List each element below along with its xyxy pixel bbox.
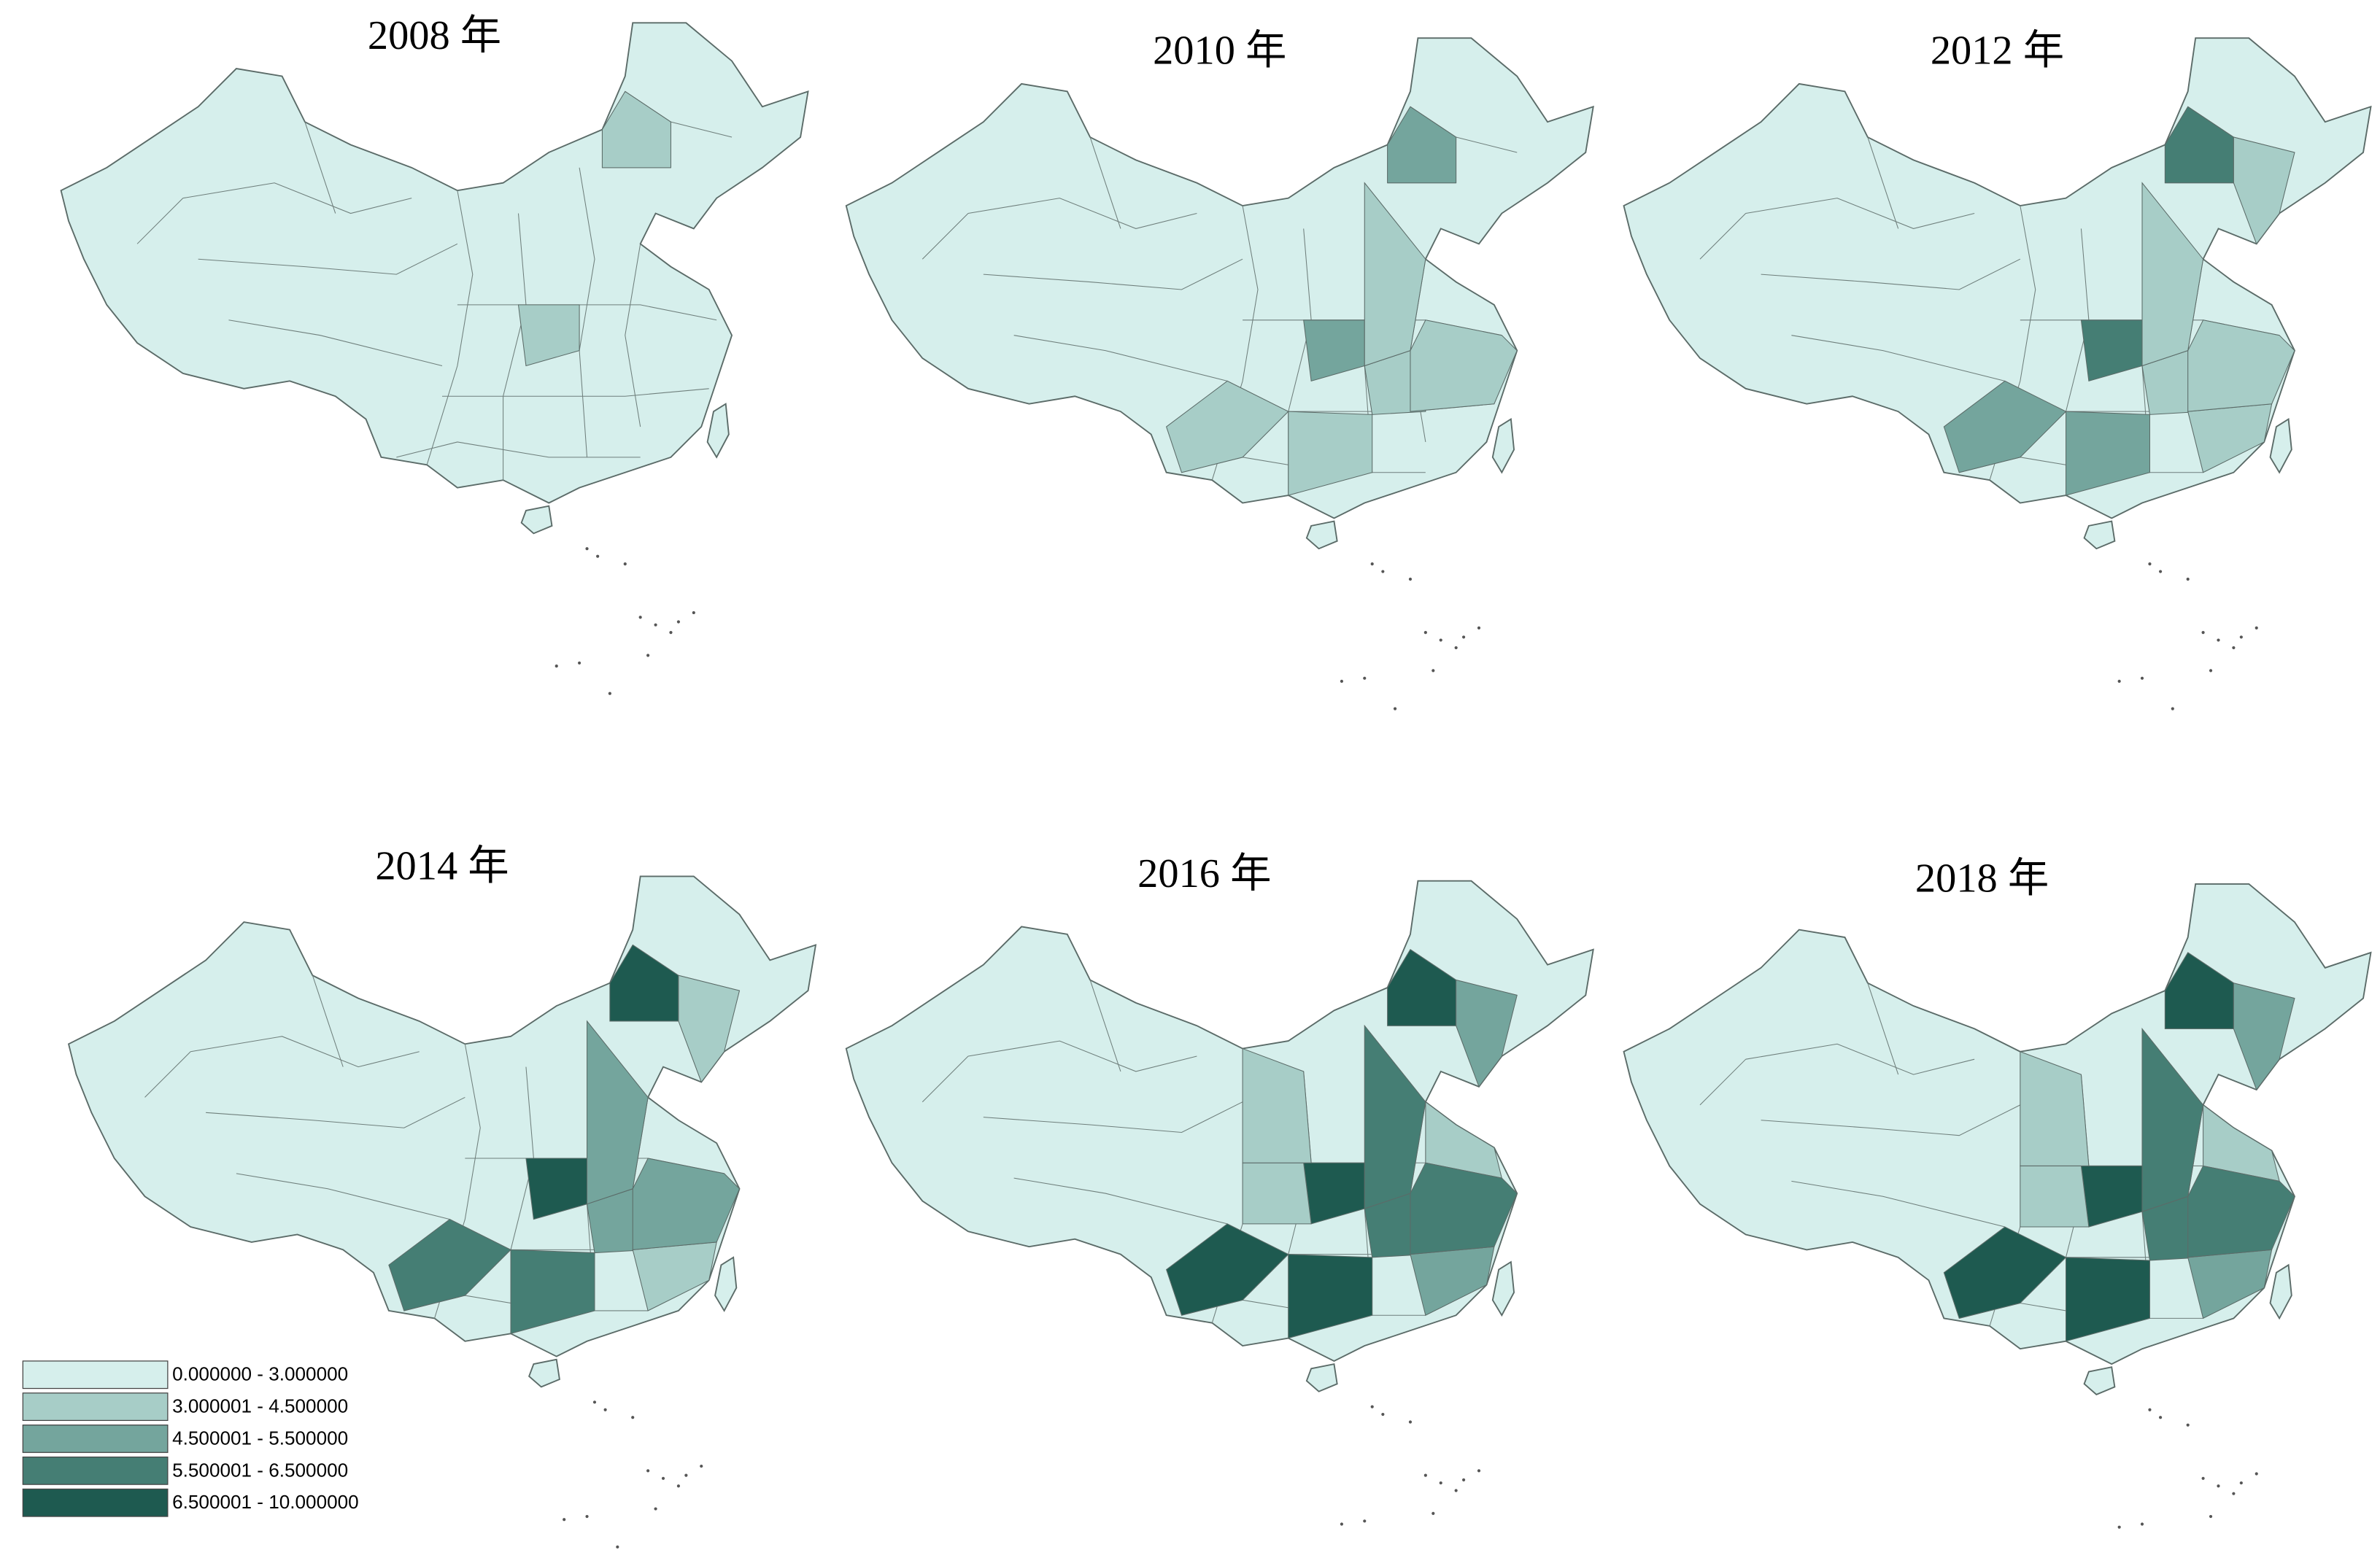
region bbox=[1288, 1254, 1373, 1339]
map-panel bbox=[845, 880, 1594, 1550]
region bbox=[2020, 1165, 2090, 1228]
region bbox=[1425, 1101, 1503, 1179]
map-title: 2010 年 bbox=[1153, 28, 1286, 74]
map-panel bbox=[845, 37, 1594, 711]
map-panel bbox=[67, 875, 817, 1549]
region bbox=[517, 304, 580, 367]
region bbox=[510, 1249, 595, 1334]
region bbox=[2020, 1050, 2090, 1166]
region bbox=[1456, 979, 1518, 1088]
map-title: 2008 年 bbox=[368, 13, 501, 58]
region bbox=[1242, 1162, 1312, 1225]
region bbox=[1364, 182, 1426, 367]
region bbox=[2141, 1027, 2204, 1212]
region bbox=[2066, 1257, 2150, 1342]
region bbox=[1364, 1024, 1426, 1209]
region bbox=[1242, 1047, 1312, 1163]
region bbox=[2141, 182, 2204, 367]
region bbox=[1165, 1223, 1289, 1316]
map-title: 2016 年 bbox=[1137, 851, 1271, 896]
legend-label: 4.500001 - 5.500000 bbox=[172, 1427, 348, 1449]
region bbox=[388, 1218, 511, 1311]
legend-label: 6.500001 - 10.000000 bbox=[172, 1491, 359, 1513]
region bbox=[2066, 411, 2150, 496]
region bbox=[2233, 136, 2295, 245]
region bbox=[1165, 380, 1289, 473]
region bbox=[587, 1020, 649, 1205]
legend-swatch bbox=[22, 1456, 169, 1485]
legend-swatch bbox=[22, 1488, 169, 1517]
region bbox=[1387, 106, 1457, 184]
region bbox=[1943, 380, 2067, 473]
legend-label: 5.500001 - 6.500000 bbox=[172, 1459, 348, 1481]
legend-swatch bbox=[22, 1360, 169, 1390]
legend-swatch bbox=[22, 1425, 169, 1453]
region bbox=[678, 974, 741, 1083]
map-title: 2012 年 bbox=[1931, 28, 2064, 74]
region bbox=[601, 90, 671, 168]
legend-label: 0.000000 - 3.000000 bbox=[172, 1363, 348, 1385]
legend-label: 3.000001 - 4.500000 bbox=[172, 1395, 348, 1417]
map-panel bbox=[60, 22, 809, 696]
map-outline bbox=[60, 22, 809, 696]
region bbox=[2203, 1104, 2280, 1182]
map-title: 2014 年 bbox=[375, 844, 509, 889]
region bbox=[1943, 1226, 2067, 1320]
map-panel bbox=[1623, 37, 2372, 711]
map-panel bbox=[1623, 883, 2372, 1550]
region bbox=[2233, 983, 2295, 1091]
region bbox=[1288, 411, 1373, 496]
legend-swatch bbox=[22, 1392, 169, 1422]
map-title: 2018 年 bbox=[1915, 856, 2049, 901]
